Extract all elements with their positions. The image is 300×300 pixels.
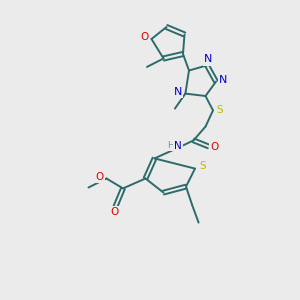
Text: S: S [199, 161, 206, 171]
Text: N: N [219, 75, 228, 85]
Text: O: O [96, 172, 104, 182]
Text: N: N [174, 87, 182, 97]
Text: N: N [174, 141, 182, 151]
Text: O: O [210, 142, 219, 152]
Text: N: N [204, 54, 213, 64]
Text: S: S [216, 105, 223, 115]
Text: H: H [167, 141, 173, 150]
Text: O: O [141, 32, 149, 43]
Text: O: O [110, 207, 118, 217]
